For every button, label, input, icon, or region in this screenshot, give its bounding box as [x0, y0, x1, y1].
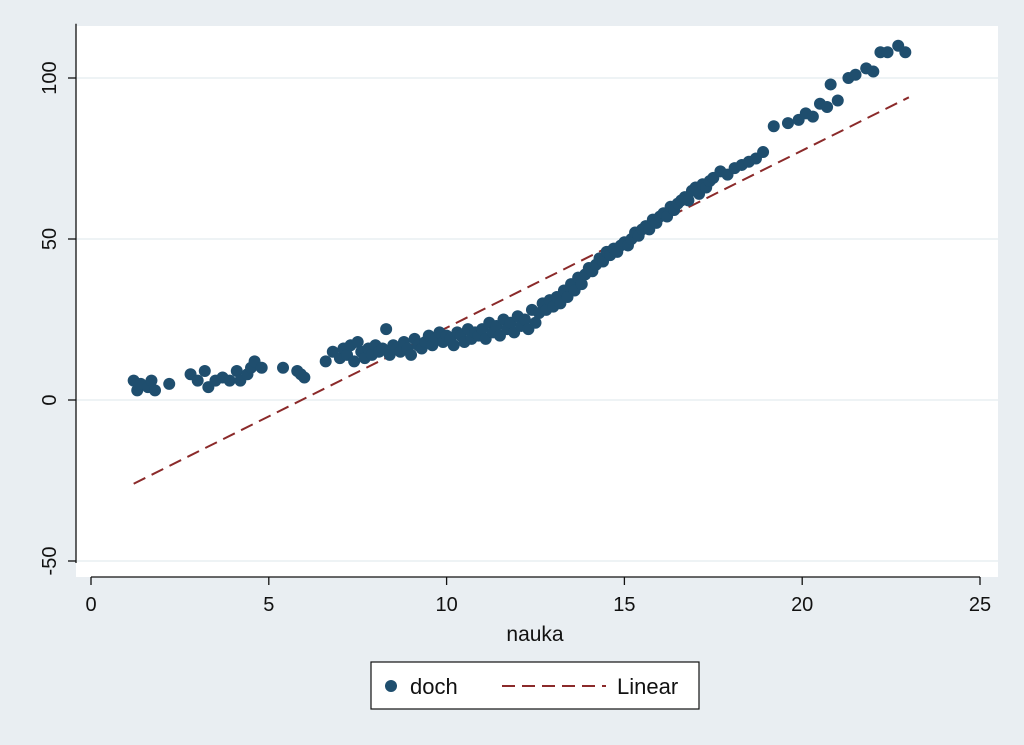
legend-marker-doch [385, 680, 397, 692]
data-point [405, 348, 418, 361]
data-point [223, 374, 236, 387]
fit-line-layer [133, 96, 910, 485]
data-point [447, 339, 460, 352]
y-tick-label: -50 [39, 547, 61, 576]
data-point [198, 365, 211, 378]
data-point [899, 46, 912, 59]
data-point [831, 94, 844, 107]
legend: doch Linear [370, 661, 700, 710]
grid-lines [76, 77, 998, 562]
x-tick-label: 10 [435, 594, 457, 616]
data-point [145, 374, 158, 387]
data-point [191, 374, 204, 387]
data-point [380, 323, 393, 336]
data-point [319, 355, 332, 368]
y-tick-label: 50 [39, 228, 61, 250]
data-point [277, 361, 290, 374]
data-point [757, 146, 770, 159]
data-point [255, 361, 268, 374]
axes: -50 0 50 100 0 5 10 15 20 25 [39, 23, 991, 616]
scatter-points [127, 39, 912, 397]
x-tick-label: 25 [969, 594, 991, 616]
x-tick-label: 15 [613, 594, 635, 616]
data-point [575, 278, 588, 291]
x-axis-title: nauka [506, 623, 564, 646]
data-point [821, 100, 834, 113]
data-point [867, 65, 880, 78]
x-tick-label: 0 [85, 594, 96, 616]
x-tick-label: 20 [791, 594, 813, 616]
legend-label-linear: Linear [617, 674, 678, 699]
data-point [806, 110, 819, 123]
x-tick-label: 5 [263, 594, 274, 616]
data-point [682, 194, 695, 207]
legend-label-doch: doch [410, 674, 458, 699]
data-point [767, 120, 780, 133]
data-point [881, 46, 894, 59]
y-tick-label: 0 [39, 394, 61, 405]
data-point [149, 384, 162, 397]
data-point [298, 371, 311, 384]
linear-fit-line [133, 96, 910, 485]
data-point [518, 313, 531, 326]
data-point [351, 336, 364, 349]
data-point [781, 117, 794, 130]
data-point [824, 78, 837, 91]
data-point [849, 68, 862, 81]
data-point [529, 316, 542, 329]
data-point [230, 365, 243, 378]
data-point [163, 377, 176, 390]
y-tick-label: 100 [39, 61, 61, 94]
data-point [348, 355, 361, 368]
